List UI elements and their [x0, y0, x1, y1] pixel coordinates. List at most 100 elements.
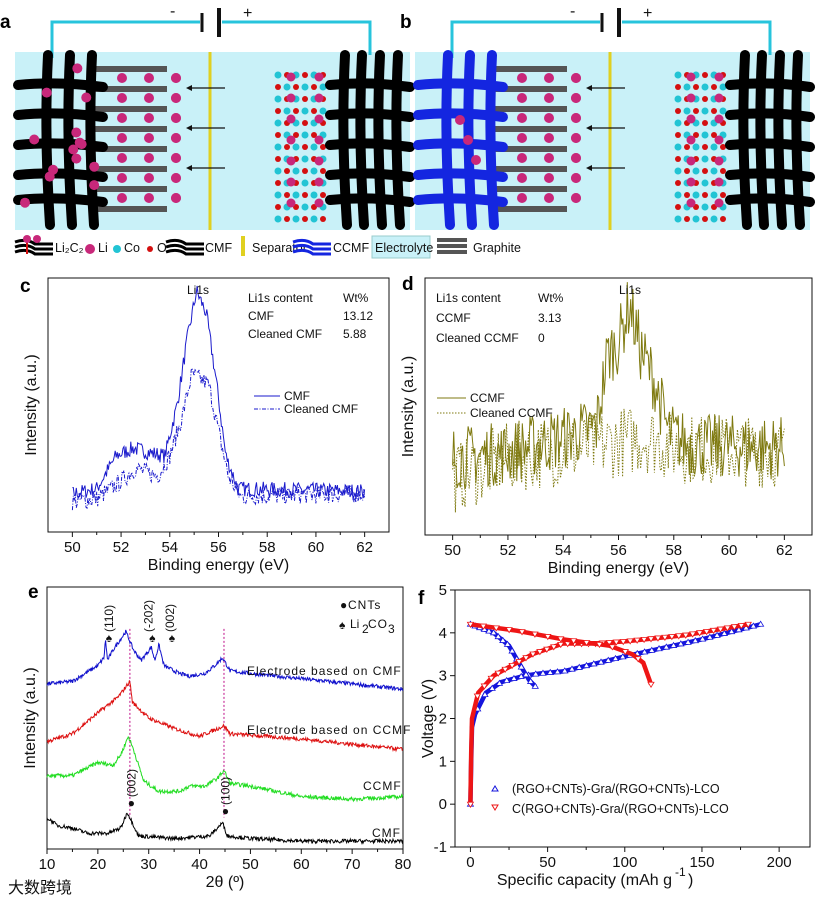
data-marker: [744, 621, 752, 629]
graphite-layer: [95, 106, 167, 112]
graphite-legend-icon: [437, 244, 467, 248]
legend-label: CMF: [284, 389, 310, 403]
li-ion: [171, 153, 181, 163]
li-ion: [544, 133, 554, 143]
cathode-mesh-fiber: [355, 50, 369, 230]
x-tick-label: 56: [210, 539, 227, 556]
y-axis-label: Intensity (a.u.): [22, 667, 39, 768]
co-atom: [319, 107, 327, 115]
x-axis-label: Binding energy (eV): [148, 557, 289, 574]
co-atom: [274, 95, 282, 103]
data-marker: [510, 674, 518, 681]
cathode-mesh-fiber: [325, 138, 415, 152]
data-marker: [668, 634, 676, 641]
data-marker: [517, 663, 526, 670]
wire-right: [622, 20, 772, 55]
peak-annotation: (100): [218, 777, 232, 805]
co-atom: [274, 167, 282, 175]
wire-right: [222, 20, 372, 55]
x-tick-label: 56: [610, 542, 627, 559]
graphite-layer: [495, 106, 567, 112]
li-ion: [314, 135, 324, 145]
li2c2-particle: [72, 63, 83, 74]
o-atom: [302, 72, 308, 78]
o-atom: [675, 204, 681, 210]
legend-electrolyte: Electrolyte: [375, 241, 433, 255]
co-atom: [301, 107, 309, 115]
anode-mesh-fiber: [13, 108, 108, 122]
li-ion: [686, 135, 696, 145]
li-ion: [544, 113, 554, 123]
x-tick-label: 58: [665, 542, 682, 559]
o-atom: [693, 132, 699, 138]
data-marker: [501, 666, 509, 674]
o-atom: [720, 192, 726, 198]
data-marker: [544, 634, 552, 641]
x-tick-label: 150: [689, 854, 714, 871]
li-ion: [171, 133, 181, 143]
fiber-legend-icon: [165, 248, 204, 256]
legend-ccmf: CCMF: [333, 241, 369, 255]
table-cell: 3.13: [538, 311, 562, 325]
co-atom: [292, 143, 300, 151]
graphite-layer: [495, 66, 567, 72]
panel-label: a: [0, 12, 11, 33]
cmf-line: [72, 285, 366, 501]
li-ion: [314, 156, 324, 166]
co-atom: [301, 131, 309, 139]
graphite-layer: [495, 146, 567, 152]
data-marker: [568, 665, 576, 672]
li2c2-particle: [29, 134, 40, 145]
graphite-layer: [95, 86, 167, 92]
x-tick-label: 80: [395, 856, 412, 873]
li-ion: [571, 133, 581, 143]
li-ion: [117, 153, 127, 163]
data-marker: [479, 623, 488, 630]
li-ion: [171, 93, 181, 103]
data-marker: [466, 621, 475, 629]
table-header: Li1s content: [436, 291, 501, 305]
data-marker: [473, 693, 482, 700]
data-marker: [684, 638, 692, 645]
wire-left: [450, 20, 600, 58]
o-atom: [702, 168, 708, 174]
y-tick-label: 2: [439, 711, 447, 728]
o-atom: [702, 192, 708, 198]
co-atom: [310, 191, 318, 199]
co-atom: [283, 107, 291, 115]
li-ion: [571, 153, 581, 163]
data-marker: [575, 663, 583, 670]
cathode-mesh-fiber: [725, 168, 815, 182]
data-marker: [492, 625, 500, 632]
minus-sign: -: [570, 3, 575, 20]
y-tick-label: 5: [439, 582, 447, 599]
data-marker: [543, 646, 551, 653]
o-atom: [675, 84, 681, 90]
graphite-layer: [95, 206, 167, 212]
li-ion: [714, 72, 724, 82]
o-atom: [284, 144, 290, 150]
data-marker: [749, 622, 758, 629]
o-atom: [275, 180, 281, 186]
o-atom: [702, 96, 708, 102]
data-marker: [508, 647, 516, 654]
peak-label: Li1s: [619, 283, 641, 297]
li-ion: [714, 156, 724, 166]
data-marker: [499, 636, 507, 643]
data-marker: [677, 640, 685, 647]
li-ion: [544, 173, 554, 183]
li-ion: [571, 93, 581, 103]
data-marker: [522, 655, 530, 662]
data-marker: [503, 640, 512, 647]
li-ion: [686, 72, 696, 82]
data-marker: [582, 661, 591, 669]
data-marker: [487, 675, 495, 683]
anode-mesh-fiber: [441, 50, 455, 230]
o-atom: [302, 168, 308, 174]
li-ion: [144, 133, 154, 143]
chart-f: 0 50 100 150 200 -1 0 1 2 3 4 5 Specific capacity (m…: [420, 582, 811, 889]
data-marker: [691, 636, 700, 644]
data-marker: [655, 645, 663, 652]
y-tick-label: 1: [439, 753, 447, 770]
y-tick-label: -1: [434, 839, 447, 856]
